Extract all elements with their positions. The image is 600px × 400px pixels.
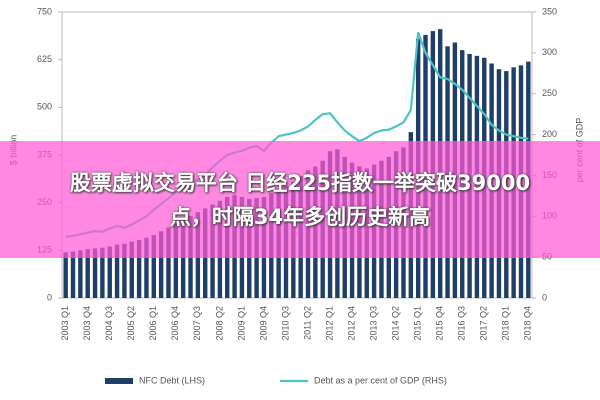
x-tick-label: 2008 Q2 <box>214 306 224 341</box>
y2-tick-label: 200 <box>542 129 557 139</box>
bar <box>144 237 149 298</box>
x-tick-label: 2018 Q1 <box>501 306 511 341</box>
bar <box>63 252 68 298</box>
x-tick-label: 2017 Q2 <box>479 306 489 341</box>
x-tick-label: 2006 Q4 <box>170 306 180 341</box>
bar <box>70 251 76 298</box>
y-tick-label: 0 <box>47 292 52 302</box>
legend-label: Debt as a per cent of GDP (RHS) <box>314 375 447 385</box>
bar <box>151 235 156 298</box>
x-tick-label: 2015 Q1 <box>413 306 423 341</box>
y-tick-label: 750 <box>37 6 52 16</box>
bar <box>92 248 98 298</box>
banner-line: 点，时隔34年多创历史新高 <box>169 204 431 229</box>
x-tick-label: 2006 Q1 <box>148 306 158 341</box>
y2-tick-label: 300 <box>542 47 557 57</box>
x-tick-label: 2016 Q3 <box>457 306 467 341</box>
banner-line: 股票虚拟交易平台 日经225指数一举突破39000 <box>69 170 531 195</box>
bar <box>85 249 90 298</box>
y2-tick-label: 350 <box>542 6 557 16</box>
x-tick-label: 2003 Q4 <box>82 306 92 341</box>
bar <box>136 240 142 298</box>
x-tick-label: 2009 Q4 <box>258 306 268 341</box>
bar <box>173 223 179 298</box>
x-tick-label: 2015 Q4 <box>435 306 445 341</box>
bar <box>166 227 171 298</box>
legend-swatch <box>105 378 133 384</box>
x-tick-label: 2013 Q3 <box>368 306 378 341</box>
x-tick-label: 2007 Q3 <box>192 306 202 341</box>
y-tick-label: 500 <box>37 102 52 112</box>
y2-tick-label: 0 <box>542 292 547 302</box>
x-tick-label: 2014 Q2 <box>391 306 401 341</box>
bar <box>100 247 105 298</box>
x-tick-label: 2009 Q1 <box>236 306 246 341</box>
legend-label: NFC Debt (LHS) <box>139 375 205 385</box>
bar <box>122 243 127 298</box>
bar <box>129 241 134 298</box>
bar <box>78 250 83 298</box>
bar <box>180 219 186 298</box>
y2-tick-label: 250 <box>542 88 557 98</box>
x-tick-label: 2010 Q3 <box>280 306 290 341</box>
x-tick-label: 2005 Q2 <box>126 306 136 341</box>
x-tick-label: 2012 Q4 <box>346 306 356 341</box>
x-tick-label: 2004 Q3 <box>104 306 114 341</box>
overlay-banner: 股票虚拟交易平台 日经225指数一举突破39000 点，时隔34年多创历史新高 <box>0 141 600 258</box>
x-tick-label: 2018 Q4 <box>523 306 533 341</box>
x-tick-label: 2011 Q2 <box>302 306 312 340</box>
bar <box>107 246 112 298</box>
x-tick-label: 2012 Q1 <box>324 306 334 341</box>
bar <box>114 244 120 298</box>
y-tick-label: 625 <box>37 54 52 64</box>
bar <box>158 231 164 298</box>
x-tick-label: 2003 Q1 <box>60 306 70 341</box>
